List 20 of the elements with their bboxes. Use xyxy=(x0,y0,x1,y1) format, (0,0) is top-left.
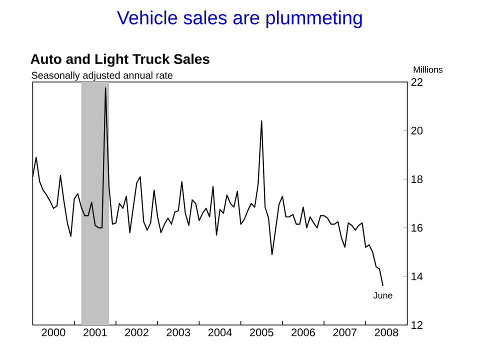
text: Seasonally adjusted annual rate xyxy=(32,72,173,81)
y-tick-label: 12 xyxy=(412,321,422,329)
y-tick-label: 20 xyxy=(411,126,423,134)
chart-title: Vehicle sales are plummeting xyxy=(116,10,362,28)
x-tick-label: 2006 xyxy=(292,328,315,336)
x-tick-label: 2008 xyxy=(374,328,398,336)
y-tick-label: 14 xyxy=(412,272,423,280)
y-tick-label: 22 xyxy=(411,78,422,86)
chart-subtitle: Auto and Light Truck Sales xyxy=(30,54,210,67)
x-tick-label: 2004 xyxy=(208,328,232,336)
x-tick-label: 2002 xyxy=(125,328,148,336)
x-tick-label: 2001 xyxy=(83,328,107,336)
x-tick-label: 2005 xyxy=(250,328,274,336)
x-tick-label: 2003 xyxy=(166,328,190,336)
y-tick-label: 18 xyxy=(412,175,423,184)
y-tick-label: 16 xyxy=(412,224,423,232)
y-axis-title: Millions xyxy=(414,66,443,73)
annotation: June xyxy=(373,292,392,299)
x-tick-label: 2000 xyxy=(42,328,66,336)
x-tick-label: 2007 xyxy=(333,328,356,336)
